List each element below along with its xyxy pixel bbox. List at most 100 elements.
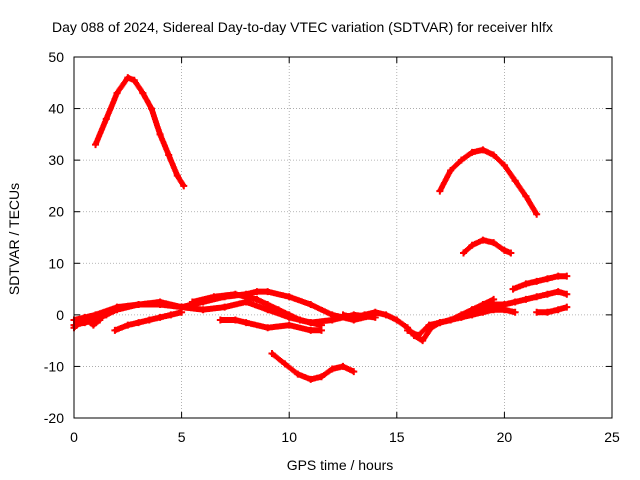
data-point [350, 313, 358, 321]
data-point [317, 321, 325, 329]
data-point [543, 290, 551, 298]
series-arc-3 [460, 236, 515, 257]
data-point [231, 316, 239, 324]
data-point [554, 272, 562, 280]
data-point [221, 303, 229, 311]
data-point [533, 210, 541, 218]
data-point [307, 326, 315, 334]
series-arc-12 [404, 295, 498, 339]
data-point [113, 89, 121, 97]
data-point [285, 311, 293, 319]
x-tick-label: 5 [178, 429, 186, 445]
data-point [281, 360, 289, 368]
data-point [113, 306, 121, 314]
data-point [92, 141, 100, 149]
series-trail [533, 304, 570, 316]
data-point [285, 293, 293, 301]
data-point [554, 306, 562, 314]
data-point [479, 146, 487, 154]
data-point [76, 319, 84, 327]
data-point [147, 105, 155, 113]
data-point [135, 319, 143, 327]
y-axis-label: SDTVAR / TECUs [6, 183, 22, 295]
data-point [307, 319, 315, 327]
data-point [479, 303, 487, 311]
data-point [264, 301, 272, 309]
data-point [543, 308, 551, 316]
data-point [139, 89, 147, 97]
series-trail [436, 146, 540, 218]
grid-lines [74, 57, 612, 418]
data-point [457, 311, 465, 319]
data-point [414, 331, 422, 339]
data-point [479, 236, 487, 244]
data-point [111, 326, 119, 334]
data-point [130, 76, 138, 84]
data-point [468, 148, 476, 156]
data-point [145, 316, 153, 324]
data-point [135, 301, 143, 309]
data-point [447, 166, 455, 174]
series-arc-4 [268, 350, 358, 383]
data-point [500, 246, 508, 254]
x-tick-label: 10 [281, 429, 297, 445]
data-point [156, 298, 164, 306]
data-point [165, 151, 173, 159]
data-point [533, 277, 541, 285]
data-point [102, 115, 110, 123]
axis-ticks: 0 5 10 15 20 25 -20 -10 0 10 20 30 40 50 [44, 49, 620, 445]
data-point [419, 337, 427, 345]
series-arc-2 [436, 146, 541, 218]
data-point [294, 370, 302, 378]
data-point [89, 321, 97, 329]
data-point [436, 319, 444, 327]
data-point [533, 308, 541, 316]
data-point [425, 321, 433, 329]
data-point [339, 311, 347, 319]
data-point [460, 249, 468, 257]
data-point [468, 306, 476, 314]
data-point [156, 313, 164, 321]
y-tick-label: 20 [48, 204, 64, 220]
data-point [382, 311, 390, 319]
data-point [563, 303, 571, 311]
data-point [307, 375, 315, 383]
data-point [490, 301, 498, 309]
data-point [447, 316, 455, 324]
data-point [328, 316, 336, 324]
data-point [317, 373, 325, 381]
data-point [500, 301, 508, 309]
data-point [102, 311, 110, 319]
data-point [563, 272, 571, 280]
data-point [339, 362, 347, 370]
x-tick-label: 15 [389, 429, 405, 445]
data-point [511, 298, 519, 306]
series-arc-9 [216, 316, 325, 334]
data-point [253, 295, 261, 303]
data-point [96, 316, 104, 324]
data-point [511, 177, 519, 185]
series-arc-1 [92, 74, 188, 190]
data-point [124, 74, 132, 82]
data-point [522, 280, 530, 288]
data-point [188, 298, 196, 306]
data-point [554, 288, 562, 296]
data-point [490, 239, 498, 247]
x-tick-label: 25 [604, 429, 620, 445]
data-point [507, 249, 515, 257]
data-point [350, 368, 358, 376]
data-point [511, 308, 519, 316]
series-arc-10 [188, 290, 325, 329]
y-tick-label: 50 [48, 49, 64, 65]
data-point [167, 311, 175, 319]
y-tick-label: -10 [44, 358, 64, 374]
data-point [563, 290, 571, 298]
data-point [199, 306, 207, 314]
data-point [231, 290, 239, 298]
series-arc-15 [533, 303, 571, 316]
x-tick-label: 0 [70, 429, 78, 445]
chart-title: Day 088 of 2024, Sidereal Day-to-day VTE… [52, 19, 553, 35]
data-point [404, 326, 412, 334]
data-point [328, 365, 336, 373]
data-point [264, 288, 272, 296]
